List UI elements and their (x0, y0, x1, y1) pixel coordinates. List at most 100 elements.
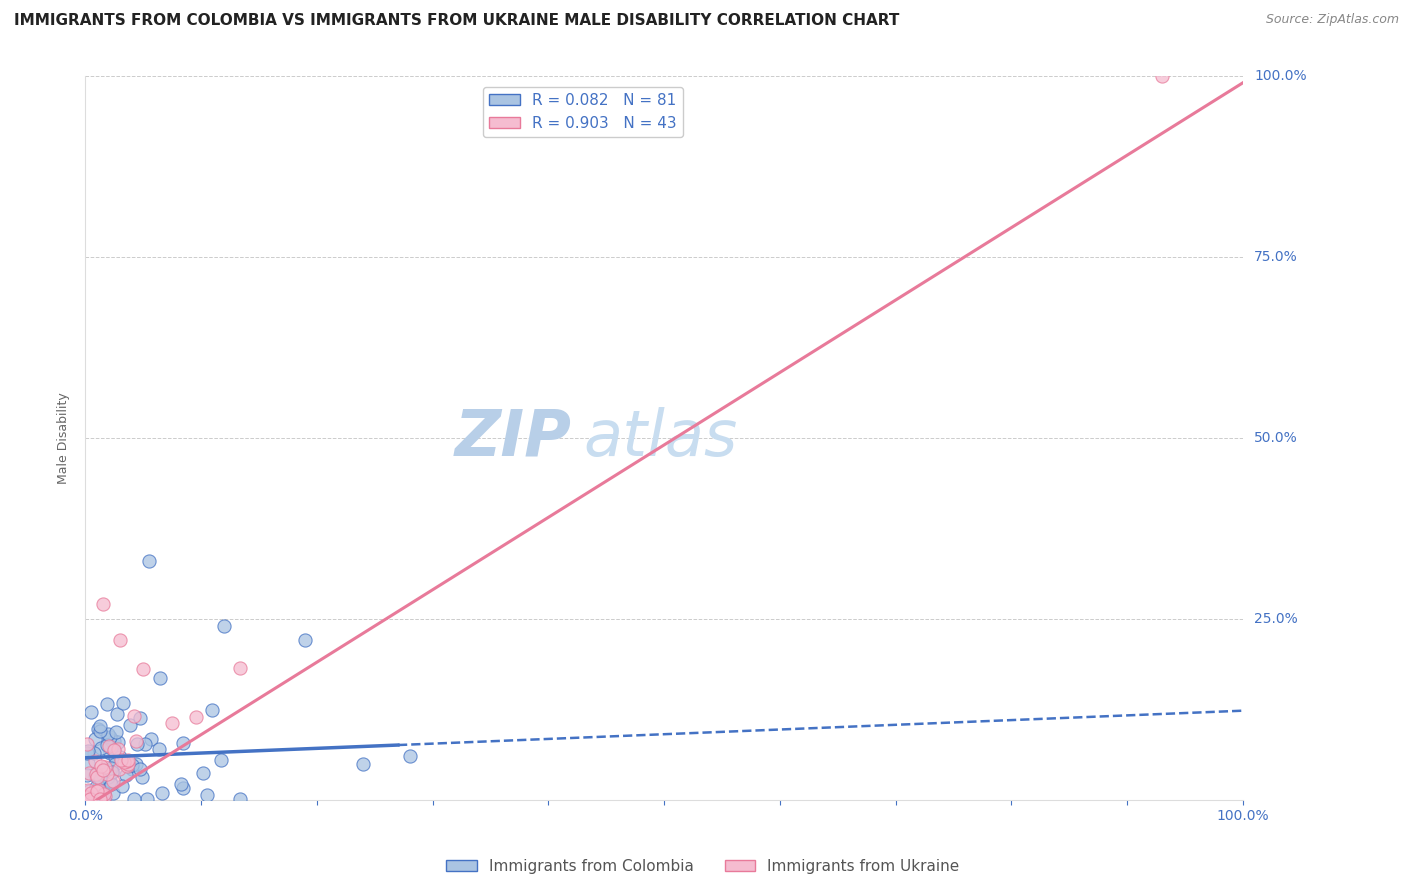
Text: 25.0%: 25.0% (1254, 612, 1298, 625)
Point (77, 766, 100, 780)
Point (1150, 69, 1173, 83)
Point (124, 708, 146, 723)
Point (80, 792, 103, 806)
Point (89, 719, 111, 733)
Point (124, 757, 146, 772)
Point (98, 746, 121, 760)
Text: atlas: atlas (583, 407, 737, 468)
Point (75, 789, 97, 804)
Point (195, 788, 218, 802)
Y-axis label: Male Disability: Male Disability (58, 392, 70, 483)
Point (97, 770, 120, 784)
Point (76, 744, 98, 758)
Point (101, 774, 124, 789)
Point (84, 754, 107, 768)
Point (79, 783, 101, 797)
Point (115, 758, 138, 772)
Point (117, 753, 139, 767)
Point (191, 765, 214, 780)
Point (103, 743, 125, 757)
Text: 50.0%: 50.0% (1254, 431, 1298, 444)
Legend: Immigrants from Colombia, Immigrants from Ukraine: Immigrants from Colombia, Immigrants fro… (440, 853, 966, 880)
Point (172, 736, 194, 750)
Point (104, 750, 127, 764)
Text: ZIP: ZIP (454, 407, 572, 468)
Point (90, 758, 112, 772)
Point (100, 740, 122, 755)
Point (112, 755, 135, 769)
Point (148, 742, 170, 756)
Point (108, 633, 131, 648)
Point (87, 767, 110, 781)
Point (97, 739, 120, 754)
Point (91, 597, 114, 611)
Point (121, 757, 143, 772)
Point (100, 765, 122, 780)
Point (77, 791, 100, 805)
Point (76, 737, 98, 751)
Point (79, 786, 101, 800)
Point (121, 762, 143, 776)
Point (117, 757, 139, 772)
Point (108, 762, 131, 776)
Point (86, 784, 108, 798)
Point (125, 734, 148, 748)
Point (294, 633, 316, 648)
Point (84, 767, 107, 781)
Point (93, 787, 115, 801)
Point (82, 792, 104, 806)
Point (134, 737, 156, 751)
Point (105, 707, 128, 722)
Point (98, 730, 121, 744)
Point (90, 789, 112, 804)
Point (110, 753, 132, 767)
Point (93, 791, 115, 805)
Point (120, 717, 142, 731)
Point (80, 706, 103, 720)
Point (101, 764, 124, 779)
Point (86, 784, 108, 798)
Point (107, 742, 129, 756)
Point (89, 773, 111, 788)
Point (83, 732, 105, 747)
Point (76, 746, 98, 760)
Point (108, 750, 131, 764)
Point (111, 696, 134, 710)
Point (75, 790, 97, 805)
Point (104, 724, 127, 739)
Point (104, 756, 127, 771)
Point (96, 738, 118, 752)
Point (162, 716, 184, 731)
Point (122, 792, 145, 806)
Point (129, 762, 152, 776)
Point (77, 792, 100, 806)
Text: IMMIGRANTS FROM COLOMBIA VS IMMIGRANTS FROM UKRAINE MALE DISABILITY CORRELATION : IMMIGRANTS FROM COLOMBIA VS IMMIGRANTS F… (14, 13, 900, 29)
Point (141, 731, 163, 746)
Point (91, 767, 114, 781)
Point (101, 786, 124, 800)
Point (398, 749, 420, 764)
Point (90, 741, 112, 756)
Point (184, 710, 207, 724)
Point (214, 619, 236, 633)
Point (150, 786, 173, 800)
Legend: R = 0.082   N = 81, R = 0.903   N = 43: R = 0.082 N = 81, R = 0.903 N = 43 (484, 87, 683, 136)
Point (94, 789, 117, 804)
Text: Source: ZipAtlas.com: Source: ZipAtlas.com (1265, 13, 1399, 27)
Point (89, 723, 111, 738)
Point (97, 732, 120, 747)
Point (93, 760, 115, 774)
Point (149, 671, 172, 685)
Point (107, 735, 129, 749)
Point (93, 788, 115, 802)
Text: 75.0%: 75.0% (1254, 250, 1298, 263)
Point (93, 762, 115, 776)
Point (118, 759, 141, 773)
Point (138, 554, 160, 568)
Point (131, 770, 153, 784)
Point (100, 761, 122, 775)
Point (135, 792, 157, 806)
Point (129, 711, 152, 725)
Point (170, 777, 193, 791)
Point (172, 780, 194, 795)
